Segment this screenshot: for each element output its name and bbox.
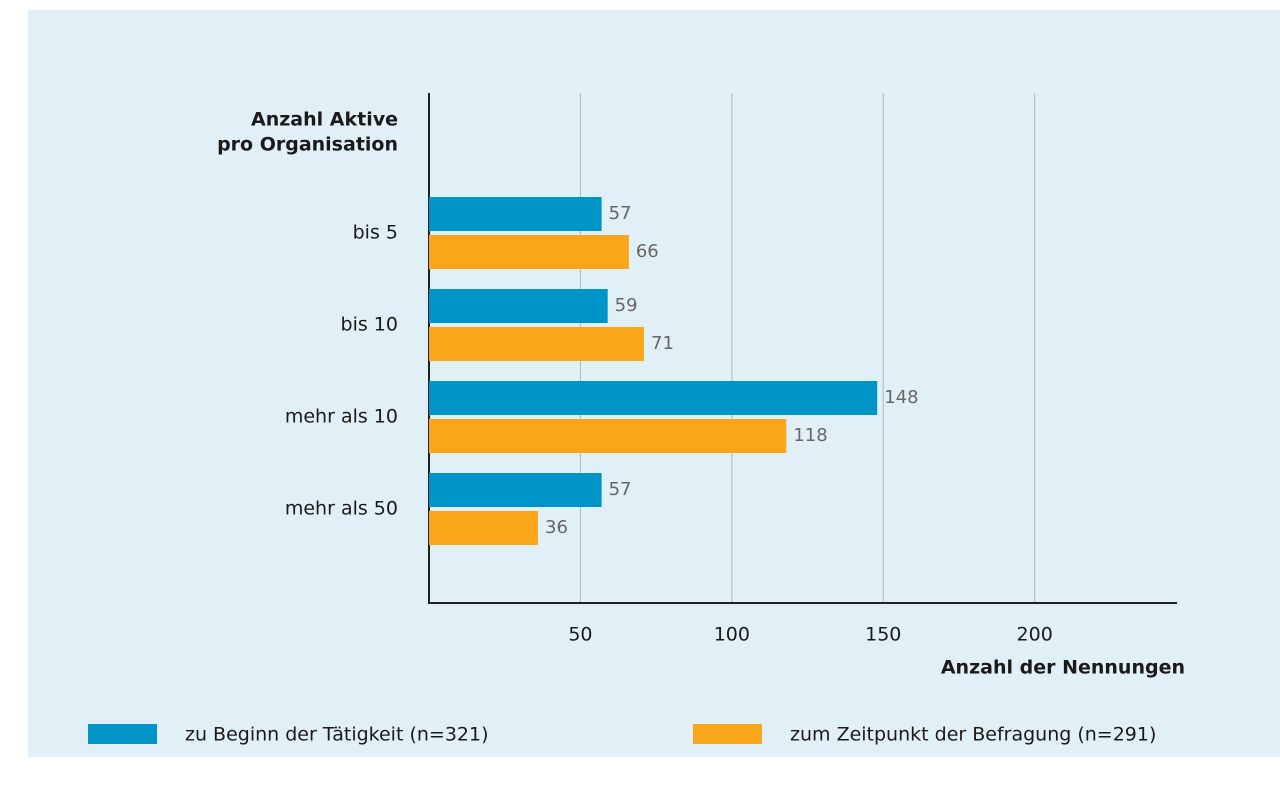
y-tick-label: bis 5 (353, 222, 398, 244)
value-label: 118 (793, 425, 827, 446)
bar (429, 381, 878, 415)
value-label: 57 (609, 203, 632, 224)
legend-swatch (88, 724, 157, 744)
bar (429, 289, 608, 323)
legend-label: zum Zeitpunkt der Befragung (n=291) (790, 724, 1156, 746)
legend-label: zu Beginn der Tätigkeit (n=321) (185, 724, 489, 746)
x-tick-label: 50 (568, 624, 592, 646)
x-tick-label: 100 (714, 624, 750, 646)
value-label: 71 (651, 333, 674, 354)
bar (429, 419, 787, 453)
bar (429, 511, 539, 545)
x-tick-label: 200 (1017, 624, 1053, 646)
value-label: 148 (884, 387, 918, 408)
value-label: 36 (545, 517, 568, 538)
y-tick-label: mehr als 10 (285, 406, 398, 428)
y-tick-label: mehr als 50 (285, 498, 398, 520)
y-axis-label: Anzahl Aktive (251, 109, 398, 131)
bar (429, 235, 629, 269)
bar (429, 327, 645, 361)
value-label: 59 (615, 295, 638, 316)
y-axis-label: pro Organisation (217, 134, 398, 156)
value-label: 66 (636, 241, 659, 262)
x-tick-label: 150 (865, 624, 901, 646)
value-label: 57 (609, 479, 632, 500)
y-tick-label: bis 10 (341, 314, 398, 336)
x-axis-label: Anzahl der Nennungen (941, 657, 1185, 679)
bar (429, 473, 602, 507)
legend-swatch (693, 724, 762, 744)
bar (429, 197, 602, 231)
